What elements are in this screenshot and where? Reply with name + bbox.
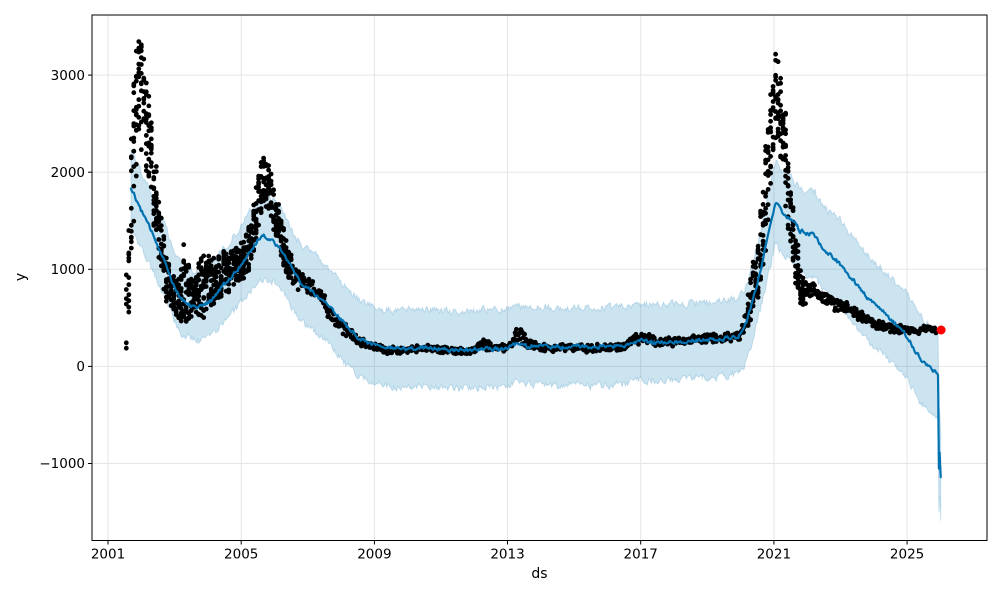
uncertainty-band <box>130 147 942 521</box>
forecast-line <box>129 187 942 479</box>
latest-point-dot <box>936 325 946 335</box>
y-tick-label: −1000 <box>39 456 85 472</box>
x-axis-label: ds <box>531 566 548 582</box>
x-tick-label: 2017 <box>624 547 658 563</box>
x-tick-label: 2021 <box>757 547 791 563</box>
x-tick-label: 2001 <box>91 547 125 563</box>
y-tick-label: 1000 <box>51 262 85 278</box>
x-tick-label: 2013 <box>490 547 524 563</box>
x-tick-label: 2009 <box>357 547 391 563</box>
axes-border <box>91 14 988 541</box>
y-tick-label: 0 <box>76 359 85 375</box>
y-axis-label: y <box>13 272 29 282</box>
x-tick-label: 2025 <box>890 547 924 563</box>
y-tick-label: 2000 <box>51 165 85 181</box>
y-tick-label: 3000 <box>51 68 85 84</box>
x-tick-label: 2005 <box>224 547 258 563</box>
